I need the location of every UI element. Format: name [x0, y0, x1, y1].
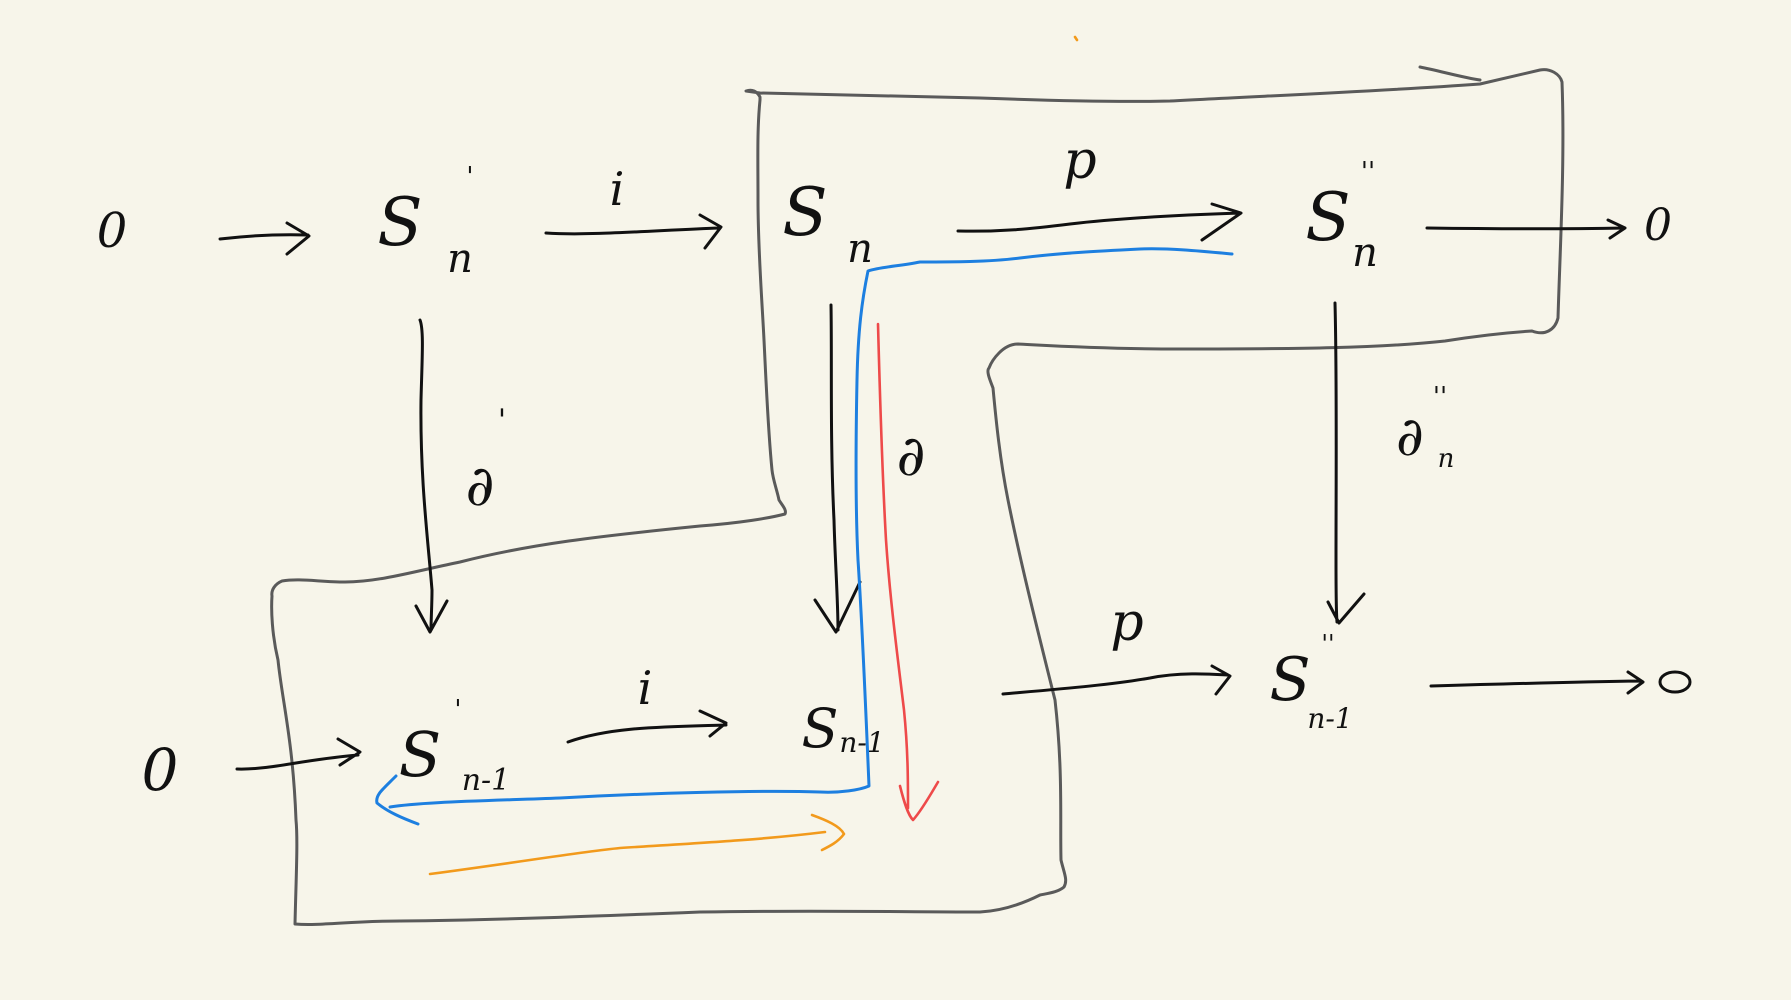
orange-path: [428, 813, 846, 876]
map-label-i-bottom: i: [638, 661, 653, 715]
map-label-p-top: p: [1063, 131, 1096, 191]
node-s-n1-sub: n-1: [839, 726, 884, 759]
map-label-p-bottom: p: [1110, 593, 1143, 653]
node-s-n: S n: [782, 174, 872, 272]
map-label-d-dprime-symbol: ∂: [1396, 405, 1424, 468]
map-label-d-prime-symbol: ∂: [466, 454, 495, 519]
map-label-d-prime: ∂ ': [466, 403, 507, 519]
map-label-d-dprime-mark: '': [1433, 382, 1447, 412]
node-s-n-dprime-mark: '': [1361, 157, 1375, 187]
map-label-d-prime-mark: ': [498, 403, 506, 438]
zero-bottom-right-shape: [1658, 670, 1692, 694]
node-s-n-prime-base: S: [377, 184, 422, 261]
node-s-n-prime-mark: ': [466, 162, 473, 192]
arrow-i-top: [544, 213, 723, 250]
node-s-n1-prime-sub: n-1: [462, 763, 511, 798]
arrow-d-prime: [414, 318, 449, 634]
node-s-n-prime-sub: n: [447, 236, 473, 282]
map-label-d-dprime-sub: n: [1438, 444, 1455, 474]
arrow-p-bottom: [1001, 664, 1232, 696]
arrow-i-bottom: [566, 709, 728, 744]
map-label-i-top: i: [610, 162, 625, 216]
node-s-n1-prime-base: S: [399, 718, 441, 791]
node-s-n1-dprime-sub: n-1: [1307, 702, 1352, 735]
arrow-d: [813, 303, 862, 634]
node-s-n-sub: n: [847, 226, 873, 272]
node-s-n-dprime-base: S: [1305, 179, 1350, 256]
arrow-zero-to-sn-prime: [218, 221, 311, 256]
node-s-n1-prime-mark: ': [454, 695, 461, 725]
zero-top-left: 0: [97, 203, 128, 259]
map-label-d: ∂: [897, 424, 926, 489]
map-label-d-dprime: ∂ '' n: [1396, 382, 1454, 474]
arrow-p-top: [956, 202, 1243, 242]
snake-outline: [270, 68, 1565, 926]
arrow-d-dprime: [1326, 301, 1366, 625]
arrow-zero-to-sn1-prime: [235, 737, 362, 771]
node-s-n-dprime-sub: n: [1352, 230, 1378, 276]
node-s-n1-base: S: [802, 697, 839, 760]
blue-path: [375, 247, 1234, 826]
node-s-n1-prime: S ' n-1: [399, 695, 511, 798]
orange-stray-mark: [1073, 35, 1079, 42]
zero-top-right: 0: [1644, 200, 1672, 251]
snake-outline-hook: [1418, 65, 1482, 82]
node-s-n-dprime: S '' n: [1305, 157, 1377, 276]
zero-bottom-left: 0: [142, 736, 179, 804]
red-path: [876, 322, 940, 822]
node-s-n1-dprime: S '' n-1: [1269, 630, 1352, 735]
node-s-n1-dprime-mark: '': [1321, 630, 1334, 658]
node-s-n1: S n-1: [802, 697, 885, 760]
node-s-n1-dprime-base: S: [1269, 645, 1310, 715]
node-s-n-base: S: [782, 174, 827, 251]
arrow-sn-dprime-to-zero: [1425, 218, 1627, 240]
arrow-sn1-dprime-to-zero: [1429, 670, 1645, 695]
node-s-n-prime: S ' n: [377, 162, 473, 282]
